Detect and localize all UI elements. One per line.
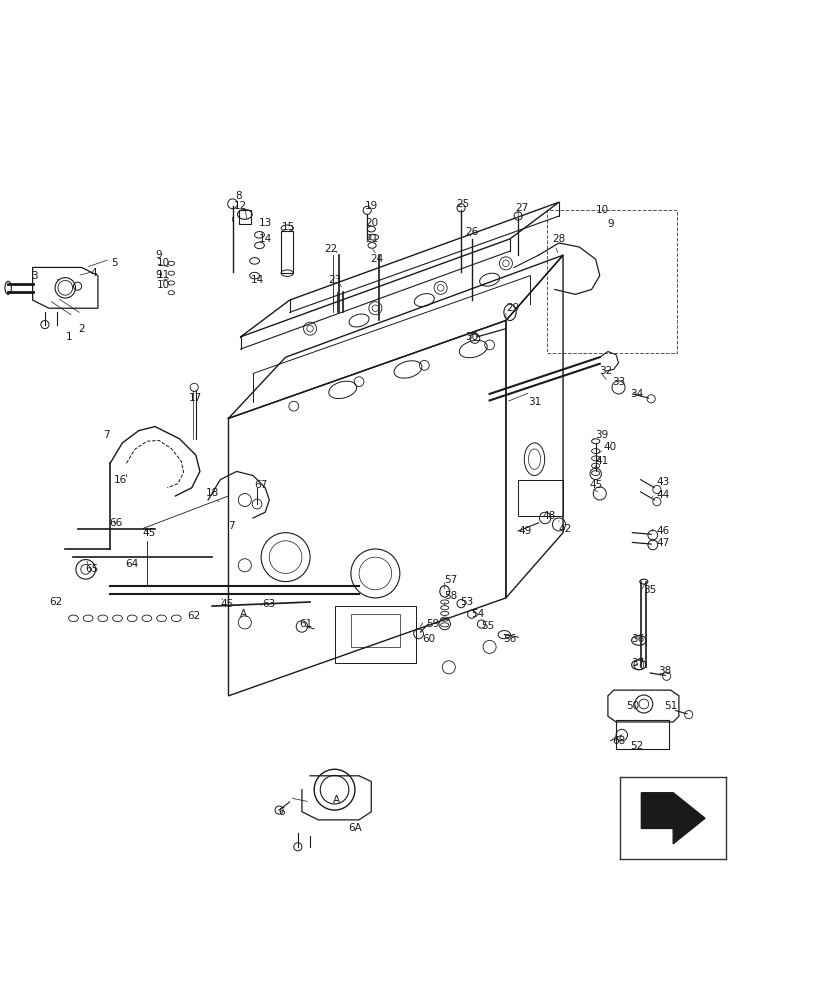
Text: 35: 35 (643, 585, 656, 595)
Text: 5: 5 (111, 258, 118, 268)
Text: 10: 10 (157, 280, 170, 290)
Text: A: A (240, 609, 246, 619)
Text: 45: 45 (143, 528, 156, 538)
Text: 36: 36 (632, 634, 645, 644)
Text: 26: 26 (465, 227, 478, 237)
Text: 61: 61 (299, 619, 313, 629)
Text: 43: 43 (656, 477, 669, 487)
Bar (281, 231, 293, 273)
Text: 3: 3 (31, 271, 38, 281)
Text: 19: 19 (365, 201, 378, 211)
Text: 40: 40 (604, 442, 617, 452)
Text: 31: 31 (528, 397, 541, 407)
Text: 4: 4 (91, 268, 97, 278)
Text: A: A (333, 795, 339, 805)
Text: 63: 63 (263, 599, 276, 609)
Text: 6: 6 (278, 807, 285, 817)
Polygon shape (608, 690, 679, 722)
Text: 28: 28 (552, 234, 565, 244)
Text: 2: 2 (78, 324, 85, 334)
Text: 68: 68 (612, 736, 625, 746)
Text: 20: 20 (366, 218, 379, 228)
Text: 10: 10 (157, 258, 170, 268)
Text: 50: 50 (626, 701, 639, 711)
Text: 42: 42 (558, 524, 571, 534)
Text: 41: 41 (596, 456, 609, 466)
Text: 55: 55 (481, 621, 494, 631)
Text: 62: 62 (188, 611, 201, 621)
Text: 62: 62 (49, 597, 62, 607)
Text: 12: 12 (234, 201, 247, 211)
Text: 57: 57 (444, 575, 457, 585)
Text: 47: 47 (656, 538, 669, 548)
Text: 34: 34 (630, 389, 643, 399)
Text: 25: 25 (456, 199, 469, 209)
Text: 51: 51 (664, 701, 677, 711)
Text: 64: 64 (126, 559, 139, 569)
Bar (547, 210, 677, 353)
Polygon shape (33, 267, 98, 308)
Text: 13: 13 (259, 218, 272, 228)
Text: 14: 14 (259, 234, 272, 244)
Text: 1: 1 (66, 332, 73, 342)
Text: 7: 7 (228, 521, 234, 531)
Text: 9: 9 (156, 270, 162, 280)
Text: 9: 9 (156, 250, 162, 260)
Text: 30: 30 (465, 332, 478, 342)
Text: 10: 10 (596, 205, 609, 215)
Circle shape (76, 560, 95, 579)
Text: 65: 65 (85, 564, 98, 574)
Text: 21: 21 (366, 234, 379, 244)
Text: 39: 39 (596, 430, 609, 440)
Text: 45: 45 (589, 480, 602, 490)
Text: 33: 33 (612, 377, 625, 387)
Text: 7: 7 (103, 430, 109, 440)
Text: 38: 38 (659, 666, 672, 676)
Text: 32: 32 (599, 366, 612, 376)
Bar (335, 606, 416, 663)
Text: 53: 53 (460, 597, 473, 607)
Text: 9: 9 (607, 219, 614, 229)
Text: 59: 59 (426, 619, 439, 629)
Text: 66: 66 (109, 518, 122, 528)
Text: 18: 18 (206, 488, 219, 498)
Text: 48: 48 (543, 511, 556, 521)
Text: 44: 44 (656, 490, 669, 500)
Text: 58: 58 (444, 591, 457, 601)
Text: 56: 56 (503, 634, 517, 644)
Text: 8: 8 (235, 191, 242, 201)
Text: 16: 16 (114, 475, 127, 485)
Text: 67: 67 (255, 480, 268, 490)
Bar (616, 720, 669, 749)
Bar (239, 210, 251, 224)
Text: 60: 60 (422, 634, 435, 644)
Text: 23: 23 (328, 275, 341, 285)
Text: 11: 11 (157, 270, 170, 280)
Text: 14: 14 (251, 275, 264, 285)
Text: 29: 29 (506, 303, 519, 313)
Text: 27: 27 (516, 203, 529, 213)
Bar (351, 614, 400, 647)
Text: 6A: 6A (348, 823, 361, 833)
Text: 22: 22 (324, 244, 337, 254)
Text: 52: 52 (630, 741, 643, 751)
Text: 49: 49 (518, 526, 531, 536)
Text: 37: 37 (632, 658, 645, 668)
Text: 15: 15 (282, 222, 295, 232)
Text: 45: 45 (220, 599, 233, 609)
Bar (518, 480, 563, 516)
Text: 46: 46 (656, 526, 669, 536)
Text: 24: 24 (370, 254, 384, 264)
Text: 54: 54 (471, 609, 484, 619)
Text: 17: 17 (189, 393, 202, 403)
